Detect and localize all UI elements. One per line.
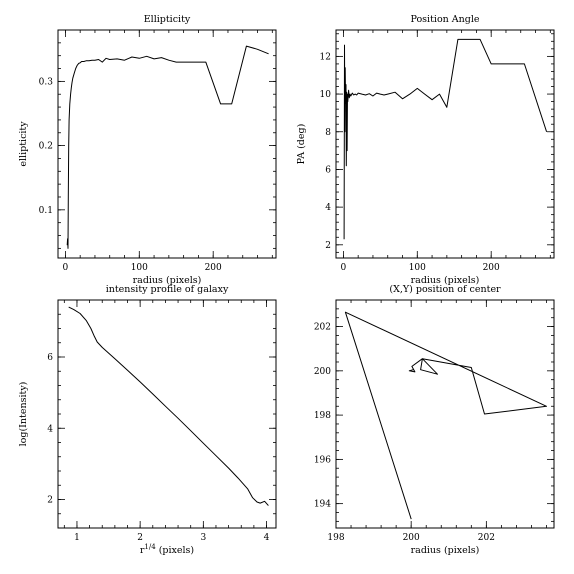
intensity-profile-y-tick-label: 6 (47, 353, 53, 363)
position-angle-y-tick-label: 10 (320, 90, 332, 100)
center-position-y-tick-label: 198 (314, 411, 331, 421)
position-angle-y-tick-label: 2 (325, 241, 331, 251)
intensity-profile-x-tick-label: 2 (137, 533, 143, 543)
position-angle-y-tick-label: 4 (325, 203, 331, 213)
ellipticity-y-tick-label: 0.2 (39, 142, 53, 152)
intensity-profile-x-tick-label: 4 (264, 533, 270, 543)
position-angle-y-tick-label: 12 (320, 52, 331, 62)
ellipticity-y-tick-label: 0.1 (39, 206, 53, 216)
position-angle-plot-frame (335, 29, 555, 259)
intensity-profile-y-tick-label: 2 (47, 496, 53, 506)
position-angle-y-tick-label: 8 (325, 128, 331, 138)
center-position-x-axis-label: radius (pixels) (411, 545, 480, 556)
intensity-profile-title: intensity profile of galaxy (106, 284, 229, 295)
ellipticity-x-tick-label: 200 (205, 263, 222, 273)
position-angle-x-tick-label: 100 (409, 263, 426, 273)
position-angle-y-tick-label: 6 (325, 165, 331, 175)
position-angle-title: Position Angle (410, 14, 479, 25)
intensity-profile-chart: intensity profile of galaxy r1/4 (pixels)… (18, 284, 277, 556)
center-position-title: (X,Y) position of center (389, 284, 501, 295)
center-position-x-tick-label: 202 (478, 533, 495, 543)
intensity-profile-y-tick-label: 4 (47, 424, 53, 434)
ellipticity-x-tick-label: 100 (131, 263, 148, 273)
ellipticity-plot-frame (57, 29, 277, 259)
center-position-x-tick-label: 200 (403, 533, 420, 543)
ellipticity-y-tick-label: 0.3 (39, 77, 54, 87)
intensity-profile-x-tick-label: 3 (200, 533, 206, 543)
ellipticity-title: Ellipticity (144, 14, 191, 25)
position-angle-x-tick-label: 0 (341, 263, 347, 273)
position-angle-chart: Position Angle radius (pixels) PA (deg) 0 10… (296, 14, 555, 286)
center-position-y-tick-label: 200 (314, 367, 331, 377)
center-position-y-tick-label: 202 (314, 323, 331, 333)
ellipticity-x-tick-label: 0 (63, 263, 69, 273)
center-position-plot-frame (335, 299, 555, 529)
position-angle-x-axis-label: radius (pixels) (411, 275, 480, 286)
center-position-y-tick-label: 194 (314, 500, 331, 510)
intensity-profile-plot-frame (57, 299, 277, 529)
center-position-series-line (344, 311, 547, 520)
intensity-profile-x-tick-label: 1 (74, 533, 80, 543)
position-angle-y-axis-label: PA (deg) (296, 124, 307, 165)
center-position-chart: (X,Y) position of center radius (pixels) 1… (314, 284, 555, 556)
center-position-x-tick-label: 198 (327, 533, 344, 543)
intensity-profile-x-axis-label: r1/4 (pixels) (140, 543, 194, 556)
center-position-y-tick-label: 196 (314, 455, 331, 465)
intensity-profile-y-axis-label: log(Intensity) (18, 382, 29, 447)
ellipticity-x-axis-label: radius (pixels) (133, 275, 202, 286)
ellipticity-y-axis-label: ellipticity (18, 121, 29, 167)
position-angle-series-line (343, 38, 548, 240)
position-angle-x-tick-label: 200 (483, 263, 500, 273)
ellipticity-chart: Ellipticity radius (pixels) ellipticity 0 10… (18, 14, 277, 286)
intensity-profile-series-line (68, 306, 269, 506)
ellipticity-series-line (66, 45, 269, 249)
